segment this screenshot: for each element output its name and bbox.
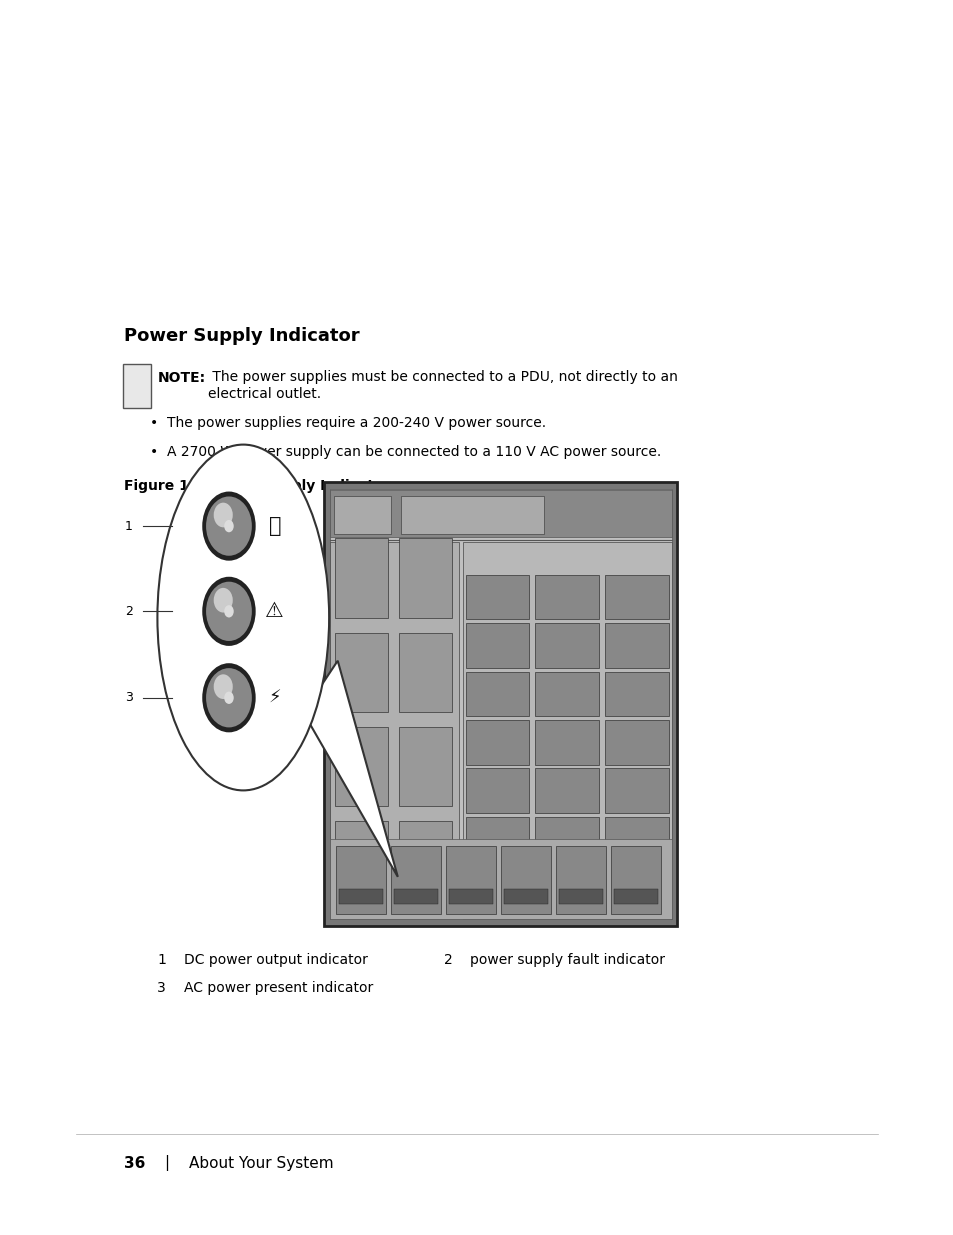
Circle shape xyxy=(224,605,233,618)
Text: |: | xyxy=(164,1155,169,1171)
FancyBboxPatch shape xyxy=(604,672,668,716)
Text: The power supplies require a 200-240 V power source.: The power supplies require a 200-240 V p… xyxy=(167,416,545,430)
FancyBboxPatch shape xyxy=(398,538,452,618)
Circle shape xyxy=(213,503,233,527)
Text: AC power present indicator: AC power present indicator xyxy=(184,981,373,994)
FancyBboxPatch shape xyxy=(535,574,598,620)
FancyBboxPatch shape xyxy=(465,622,529,668)
FancyBboxPatch shape xyxy=(400,496,543,534)
Text: 2: 2 xyxy=(443,953,452,967)
FancyBboxPatch shape xyxy=(391,846,440,914)
FancyBboxPatch shape xyxy=(394,889,437,904)
FancyBboxPatch shape xyxy=(335,538,387,618)
Text: •: • xyxy=(150,416,158,430)
Circle shape xyxy=(202,577,255,646)
FancyBboxPatch shape xyxy=(330,490,671,537)
FancyBboxPatch shape xyxy=(500,846,551,914)
FancyBboxPatch shape xyxy=(123,364,151,408)
Text: Figure 1-17.: Figure 1-17. xyxy=(124,479,219,493)
FancyBboxPatch shape xyxy=(535,672,598,716)
FancyBboxPatch shape xyxy=(330,542,458,919)
Text: The power supplies must be connected to a PDU, not directly to an
electrical out: The power supplies must be connected to … xyxy=(208,370,678,400)
Text: ⏼: ⏼ xyxy=(268,516,281,536)
FancyBboxPatch shape xyxy=(398,821,452,900)
FancyBboxPatch shape xyxy=(558,889,602,904)
Polygon shape xyxy=(303,661,397,877)
FancyBboxPatch shape xyxy=(335,726,387,806)
FancyBboxPatch shape xyxy=(604,720,668,764)
Circle shape xyxy=(206,668,252,727)
Text: NOTE:: NOTE: xyxy=(157,370,205,384)
Text: A 2700 W power supply can be connected to a 110 V AC power source.: A 2700 W power supply can be connected t… xyxy=(167,445,660,458)
FancyBboxPatch shape xyxy=(398,726,452,806)
FancyBboxPatch shape xyxy=(613,889,658,904)
FancyBboxPatch shape xyxy=(335,821,387,900)
FancyBboxPatch shape xyxy=(465,720,529,764)
Text: 36: 36 xyxy=(124,1156,145,1171)
Text: power supply fault indicator: power supply fault indicator xyxy=(470,953,664,967)
Text: ✎: ✎ xyxy=(131,380,142,393)
FancyBboxPatch shape xyxy=(330,489,671,919)
FancyBboxPatch shape xyxy=(604,866,668,910)
FancyBboxPatch shape xyxy=(335,632,387,711)
FancyBboxPatch shape xyxy=(335,846,386,914)
FancyBboxPatch shape xyxy=(610,846,660,914)
FancyBboxPatch shape xyxy=(465,574,529,620)
FancyBboxPatch shape xyxy=(338,889,383,904)
FancyBboxPatch shape xyxy=(604,768,668,813)
Text: Power Supply Indicator: Power Supply Indicator xyxy=(124,327,359,346)
Text: 3: 3 xyxy=(125,692,132,704)
Circle shape xyxy=(206,496,252,556)
Ellipse shape xyxy=(157,445,329,790)
Text: 1: 1 xyxy=(125,520,132,532)
FancyBboxPatch shape xyxy=(465,866,529,910)
FancyBboxPatch shape xyxy=(462,542,671,919)
FancyBboxPatch shape xyxy=(604,574,668,620)
FancyBboxPatch shape xyxy=(448,889,493,904)
Text: Power Supply Indicators: Power Supply Indicators xyxy=(208,479,398,493)
FancyBboxPatch shape xyxy=(535,768,598,813)
Text: DC power output indicator: DC power output indicator xyxy=(184,953,368,967)
Text: 3: 3 xyxy=(157,981,166,994)
Circle shape xyxy=(206,582,252,641)
Text: 2: 2 xyxy=(125,605,132,618)
FancyBboxPatch shape xyxy=(535,866,598,910)
Circle shape xyxy=(213,674,233,699)
Text: About Your System: About Your System xyxy=(189,1156,334,1171)
FancyBboxPatch shape xyxy=(330,839,671,919)
FancyBboxPatch shape xyxy=(334,496,391,534)
Text: ⚡: ⚡ xyxy=(268,689,281,706)
Circle shape xyxy=(213,588,233,613)
FancyBboxPatch shape xyxy=(556,846,605,914)
Text: ⚠: ⚠ xyxy=(265,601,284,621)
FancyBboxPatch shape xyxy=(535,622,598,668)
Circle shape xyxy=(202,663,255,732)
FancyBboxPatch shape xyxy=(535,818,598,862)
FancyBboxPatch shape xyxy=(503,889,548,904)
FancyBboxPatch shape xyxy=(465,672,529,716)
Text: 1: 1 xyxy=(157,953,166,967)
FancyBboxPatch shape xyxy=(604,818,668,862)
Ellipse shape xyxy=(159,448,327,787)
Circle shape xyxy=(224,520,233,532)
FancyBboxPatch shape xyxy=(535,720,598,764)
FancyBboxPatch shape xyxy=(445,846,496,914)
FancyBboxPatch shape xyxy=(398,632,452,711)
FancyBboxPatch shape xyxy=(465,818,529,862)
FancyBboxPatch shape xyxy=(324,482,677,926)
Circle shape xyxy=(224,692,233,704)
FancyBboxPatch shape xyxy=(465,768,529,813)
FancyBboxPatch shape xyxy=(604,622,668,668)
Text: •: • xyxy=(150,445,158,458)
Circle shape xyxy=(202,492,255,561)
